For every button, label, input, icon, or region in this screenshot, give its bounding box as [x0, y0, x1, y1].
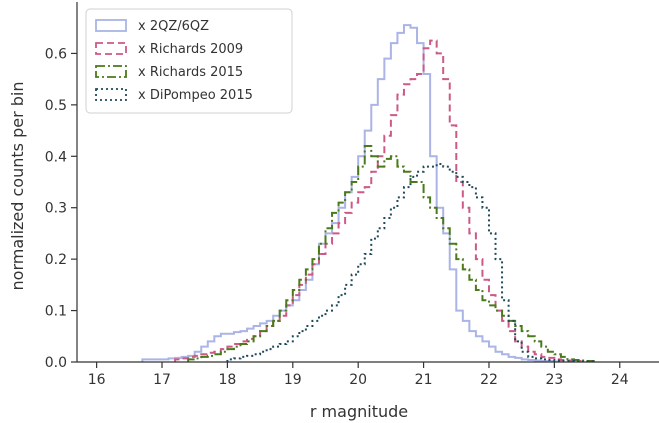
x-tick-label: 23	[545, 372, 563, 388]
plot-area	[141, 24, 595, 363]
legend: x 2QZ/6QZ x Richards 2009 x Richards 2015 x…	[85, 8, 293, 114]
y-tick-label: 0.3	[45, 201, 67, 217]
x-tick-label: 21	[415, 372, 433, 388]
x-tick-label: 19	[284, 372, 302, 388]
x-tick-label: 18	[218, 372, 236, 388]
y-tick-label: 0.2	[45, 252, 67, 268]
x-tick-label: 24	[611, 372, 629, 388]
x-axis: 16 17 18 19 20 21 22 23 24	[77, 361, 659, 388]
series-line-1	[141, 24, 562, 363]
y-tick-label: 0.6	[45, 46, 67, 62]
legend-swatch	[95, 42, 127, 55]
series-line-4	[226, 163, 595, 363]
legend-item: x Richards 2015	[95, 65, 243, 80]
legend-label: x Richards 2009	[138, 42, 243, 57]
legend-label: x DiPompeo 2015	[138, 88, 253, 103]
legend-label: x Richards 2015	[138, 65, 243, 80]
y-axis: 0.0 0.1 0.2 0.3 0.4 0.5 0.6	[45, 2, 78, 371]
legend-item: x Richards 2009	[95, 42, 243, 57]
legend-swatch	[95, 65, 127, 78]
y-tick-label: 0.4	[45, 149, 67, 165]
x-tick-label: 20	[349, 372, 367, 388]
legend-item: x 2QZ/6QZ	[95, 19, 209, 34]
legend-label: x 2QZ/6QZ	[138, 19, 209, 34]
series-line-3	[187, 145, 595, 362]
series-line-2	[174, 39, 582, 362]
legend-swatch	[95, 19, 127, 32]
x-tick-label: 16	[88, 372, 106, 388]
y-tick-label: 0.0	[45, 355, 67, 371]
legend-box	[85, 8, 293, 114]
x-tick-label: 22	[480, 372, 498, 388]
x-tick-label: 17	[153, 372, 171, 388]
legend-swatch	[95, 88, 127, 101]
x-axis-label: r magnitude	[310, 402, 408, 421]
y-axis-label: normalized counts per bin	[8, 82, 27, 291]
y-tick-label: 0.1	[45, 304, 67, 320]
y-tick-label: 0.5	[45, 98, 67, 114]
legend-item: x DiPompeo 2015	[95, 88, 253, 103]
